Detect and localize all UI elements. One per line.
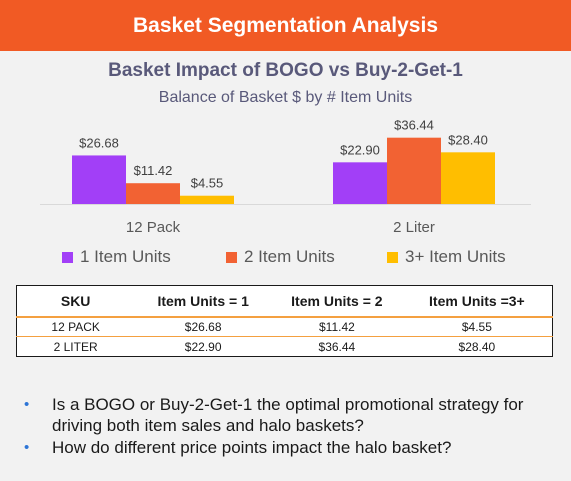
chart-title: Basket Impact of BOGO vs Buy-2-Get-1 bbox=[108, 60, 463, 81]
legend-item-1: 1 Item Units bbox=[62, 247, 171, 267]
question-text: Is a BOGO or Buy-2-Get-1 the optimal pro… bbox=[52, 395, 524, 435]
legend-swatch-3 bbox=[387, 251, 398, 263]
data-label: $4.55 bbox=[191, 176, 224, 191]
header-title: Basket Segmentation Analysis bbox=[133, 13, 438, 37]
data-label: $26.68 bbox=[79, 135, 119, 150]
bar-chart: $26.68 $11.42 $4.55 12 Pack $22.90 $36.44 $28.… bbox=[40, 118, 531, 236]
header-banner: Basket Segmentation Analysis bbox=[0, 0, 571, 51]
bar-2-liter-series-3 bbox=[441, 152, 495, 204]
bullet-icon: • bbox=[24, 439, 30, 456]
category-label: 2 Liter bbox=[393, 219, 435, 236]
table-cell: $11.42 bbox=[272, 316, 402, 337]
table-cell: $36.44 bbox=[318, 339, 356, 354]
bar-12-pack-series-2 bbox=[126, 183, 180, 204]
category-label: 12 Pack bbox=[126, 219, 181, 236]
legend-item-2: 2 Item Units bbox=[226, 247, 335, 267]
legend-label-2: 2 Item Units bbox=[244, 247, 335, 266]
table-header-units-1: Item Units = 1 bbox=[134, 285, 273, 318]
legend-label-1: 1 Item Units bbox=[80, 247, 171, 266]
bullet-icon: • bbox=[24, 396, 30, 413]
data-table: SKU Item Units = 1 Item Units = 2 Item U… bbox=[16, 285, 553, 357]
bar-2-liter-series-1 bbox=[333, 162, 387, 204]
bar-12-pack-series-3 bbox=[180, 195, 234, 204]
data-label: $36.44 bbox=[394, 118, 434, 133]
data-label: $28.40 bbox=[448, 132, 488, 147]
data-label: $22.90 bbox=[340, 142, 380, 157]
table-cell: $22.90 bbox=[184, 339, 222, 354]
bar-12-pack-series-1 bbox=[72, 155, 126, 204]
question-item: • How do different price points impact t… bbox=[22, 437, 562, 458]
legend-label-3: 3+ Item Units bbox=[405, 247, 506, 266]
table-row: 12 PACK $26.68 $11.42 $4.55 bbox=[16, 316, 553, 337]
table-header-row: SKU Item Units = 1 Item Units = 2 Item U… bbox=[16, 285, 553, 318]
question-list: • Is a BOGO or Buy-2-Get-1 the optimal p… bbox=[22, 394, 562, 459]
legend-swatch-2 bbox=[226, 251, 237, 263]
data-label: $11.42 bbox=[134, 163, 173, 178]
question-text: How do different price points impact the… bbox=[52, 438, 452, 457]
chart-subtitle: Balance of Basket $ by # Item Units bbox=[158, 89, 413, 106]
question-item: • Is a BOGO or Buy-2-Get-1 the optimal p… bbox=[22, 394, 562, 436]
table-cell: $4.55 bbox=[401, 316, 553, 337]
bar-2-liter-series-2 bbox=[387, 137, 441, 204]
table-cell: $26.68 bbox=[134, 316, 273, 337]
table-header-sku: SKU bbox=[16, 285, 135, 318]
table-header-units-3plus: Item Units =3+ bbox=[401, 285, 553, 318]
legend-item-3: 3+ Item Units bbox=[387, 247, 506, 267]
table-cell: $28.40 bbox=[458, 339, 496, 354]
table-cell: 2 LITER bbox=[53, 339, 98, 354]
table-header-units-2: Item Units = 2 bbox=[272, 285, 402, 318]
chart-legend: 1 Item Units 2 Item Units 3+ Item Units bbox=[0, 247, 571, 269]
table-row: 2 LITER $22.90 $36.44 $28.40 bbox=[17, 337, 553, 357]
table-cell: 12 PACK bbox=[16, 316, 135, 337]
legend-swatch-1 bbox=[62, 251, 73, 263]
